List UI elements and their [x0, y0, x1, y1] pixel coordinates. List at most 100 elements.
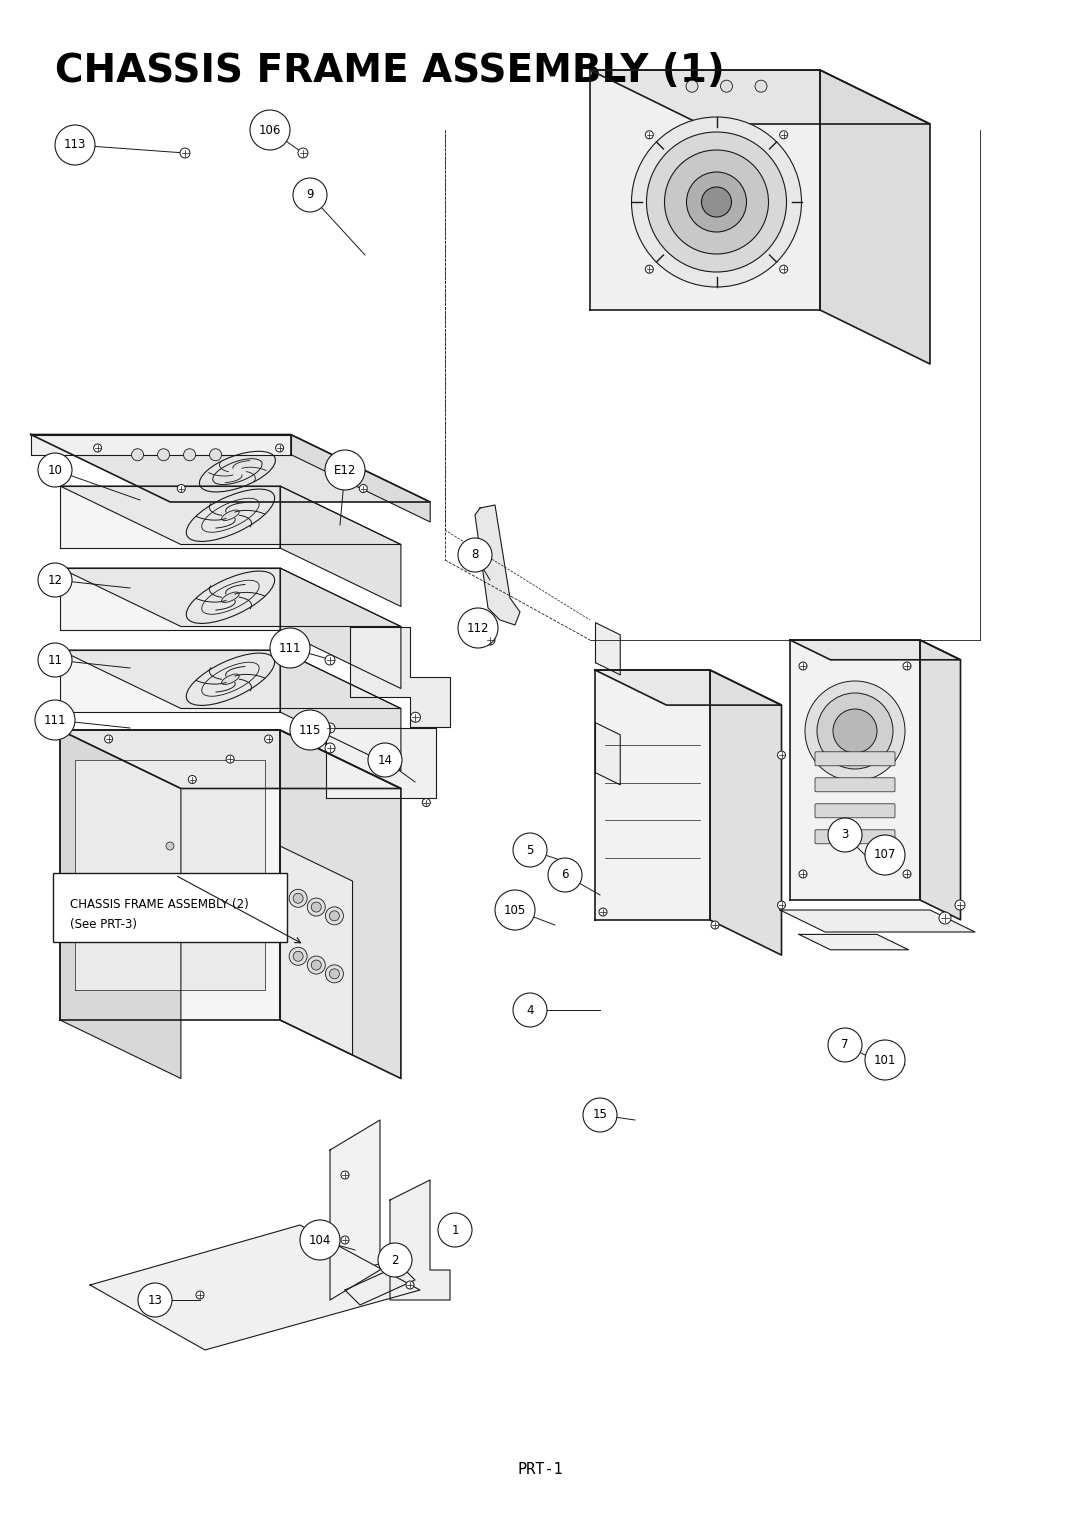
Circle shape — [249, 110, 291, 150]
Polygon shape — [280, 730, 401, 1079]
Text: CHASSIS FRAME ASSEMBLY (1): CHASSIS FRAME ASSEMBLY (1) — [55, 52, 725, 90]
Circle shape — [711, 921, 719, 929]
Circle shape — [105, 735, 112, 743]
Polygon shape — [475, 504, 519, 625]
Circle shape — [702, 186, 731, 217]
Circle shape — [778, 752, 785, 759]
Circle shape — [780, 266, 787, 274]
Circle shape — [410, 712, 420, 723]
Polygon shape — [390, 1180, 450, 1300]
Circle shape — [55, 125, 95, 165]
Circle shape — [780, 131, 787, 139]
Polygon shape — [345, 1265, 415, 1305]
Text: 112: 112 — [467, 622, 489, 634]
Text: 15: 15 — [593, 1108, 607, 1122]
Ellipse shape — [221, 591, 240, 602]
Circle shape — [646, 131, 653, 139]
Text: (See PRT-3): (See PRT-3) — [70, 918, 137, 931]
Circle shape — [341, 1170, 349, 1180]
Polygon shape — [30, 434, 291, 454]
Circle shape — [647, 131, 786, 272]
Ellipse shape — [221, 510, 240, 521]
Circle shape — [38, 643, 72, 677]
Circle shape — [799, 869, 807, 879]
Circle shape — [275, 445, 284, 452]
Circle shape — [406, 1280, 414, 1290]
Circle shape — [583, 1099, 617, 1132]
Text: 2: 2 — [391, 1253, 399, 1267]
Circle shape — [265, 735, 272, 743]
Polygon shape — [60, 568, 280, 630]
Polygon shape — [60, 730, 401, 788]
Text: 7: 7 — [841, 1039, 849, 1051]
Circle shape — [458, 538, 492, 571]
Text: 115: 115 — [299, 723, 321, 736]
Circle shape — [805, 681, 905, 781]
Circle shape — [94, 445, 102, 452]
Polygon shape — [595, 669, 710, 920]
Circle shape — [828, 1028, 862, 1062]
Circle shape — [325, 451, 365, 490]
Circle shape — [378, 1242, 411, 1277]
Polygon shape — [789, 640, 920, 900]
Polygon shape — [75, 759, 265, 990]
Text: 107: 107 — [874, 848, 896, 862]
Polygon shape — [60, 730, 181, 1079]
Circle shape — [495, 889, 535, 931]
Circle shape — [687, 173, 746, 232]
Polygon shape — [280, 649, 401, 770]
Polygon shape — [820, 70, 930, 364]
Polygon shape — [789, 640, 960, 660]
Circle shape — [664, 150, 769, 254]
Circle shape — [38, 562, 72, 597]
Circle shape — [289, 889, 307, 908]
Circle shape — [720, 79, 732, 92]
Text: 6: 6 — [562, 868, 569, 882]
Text: 11: 11 — [48, 654, 63, 666]
Circle shape — [289, 947, 307, 966]
Text: 9: 9 — [307, 188, 314, 202]
FancyBboxPatch shape — [815, 830, 895, 843]
Polygon shape — [330, 1120, 380, 1300]
Circle shape — [438, 1213, 472, 1247]
Circle shape — [632, 118, 801, 287]
Text: 8: 8 — [471, 549, 478, 561]
Polygon shape — [590, 70, 820, 310]
Circle shape — [325, 656, 335, 665]
FancyBboxPatch shape — [815, 778, 895, 792]
Circle shape — [548, 859, 582, 892]
Polygon shape — [90, 1225, 420, 1351]
Circle shape — [188, 776, 197, 784]
Text: 12: 12 — [48, 573, 63, 587]
Text: 106: 106 — [259, 124, 281, 136]
Circle shape — [422, 799, 430, 807]
Text: 113: 113 — [64, 139, 86, 151]
Polygon shape — [60, 730, 280, 1021]
Circle shape — [833, 709, 877, 753]
Circle shape — [513, 833, 546, 866]
Text: PRT-1: PRT-1 — [517, 1462, 563, 1478]
Circle shape — [865, 834, 905, 876]
Circle shape — [329, 911, 339, 921]
Circle shape — [308, 898, 325, 917]
Circle shape — [210, 449, 221, 461]
FancyBboxPatch shape — [815, 752, 895, 766]
Polygon shape — [780, 911, 975, 932]
Circle shape — [816, 694, 893, 769]
Circle shape — [177, 484, 186, 492]
Circle shape — [226, 755, 234, 762]
Polygon shape — [60, 649, 401, 709]
Circle shape — [298, 148, 308, 157]
Polygon shape — [710, 669, 782, 955]
Circle shape — [132, 449, 144, 461]
Circle shape — [300, 1219, 340, 1261]
Circle shape — [325, 723, 335, 733]
Circle shape — [903, 869, 912, 879]
Polygon shape — [280, 486, 401, 607]
Text: 111: 111 — [44, 714, 66, 726]
Circle shape — [311, 902, 321, 912]
Circle shape — [195, 1291, 204, 1299]
Circle shape — [778, 902, 785, 909]
Circle shape — [458, 608, 498, 648]
Polygon shape — [326, 727, 436, 798]
